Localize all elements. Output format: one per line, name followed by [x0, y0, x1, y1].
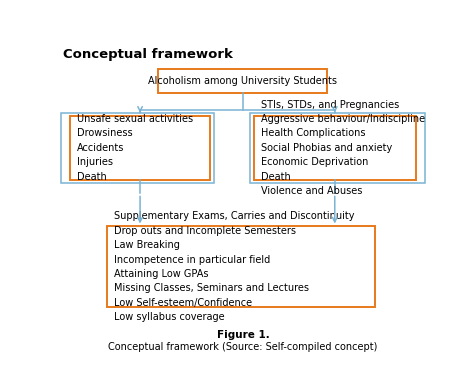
Bar: [70, 116, 210, 180]
Text: Figure 1.: Figure 1.: [217, 330, 269, 340]
Text: Supplementary Exams, Carries and Discontinuity
Drop outs and Incomplete Semester: Supplementary Exams, Carries and Discont…: [114, 212, 354, 322]
Text: Unsafe sexual activities
Drowsiness
Accidents
Injuries
Death: Unsafe sexual activities Drowsiness Acci…: [77, 114, 193, 182]
Text: STIs, STDs, and Pregnancies
Aggressive behaviour/Indiscipline
Health Complicatio: STIs, STDs, and Pregnancies Aggressive b…: [261, 100, 425, 196]
Bar: [107, 226, 375, 307]
Text: Conceptual framework (Source: Self-compiled concept): Conceptual framework (Source: Self-compi…: [108, 342, 378, 352]
Text: Conceptual framework: Conceptual framework: [63, 48, 233, 61]
Bar: [250, 112, 425, 183]
Bar: [61, 112, 213, 183]
Text: Alcoholism among University Students: Alcoholism among University Students: [148, 76, 337, 86]
Bar: [254, 116, 416, 180]
Bar: [158, 68, 328, 93]
